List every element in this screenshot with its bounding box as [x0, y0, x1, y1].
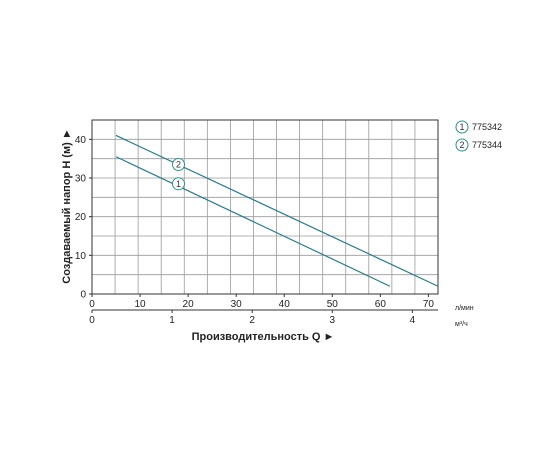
y-tick-label: 0	[80, 290, 86, 301]
chart-legend: 1 775342 2 775344	[455, 120, 502, 152]
x-unit-primary: л/мин	[455, 305, 474, 312]
legend-marker-label: 1	[459, 122, 464, 132]
x-tick-label: 70	[423, 299, 435, 310]
y-axis-label: Создаваемый напор H (м) ►	[61, 128, 73, 283]
x2-tick-label: 3	[329, 315, 335, 326]
series-marker-circle	[172, 177, 185, 191]
x-tick-label: 10	[134, 299, 146, 310]
x-tick-label: 60	[375, 299, 387, 310]
series-line-775344	[115, 134, 439, 287]
series-marker-label: 2	[176, 160, 181, 170]
legend-marker-circle	[455, 120, 469, 134]
y-tick-label: 40	[75, 135, 87, 146]
chart-grid	[91, 119, 439, 295]
x-tick-label: 50	[327, 299, 339, 310]
plot-frame	[91, 119, 439, 295]
legend-entry-label: 775344	[472, 140, 502, 150]
series-marker-label: 1	[176, 179, 181, 189]
x2-tick-label: 4	[410, 315, 416, 326]
chart-series: 12	[115, 134, 439, 287]
legend-marker-label: 2	[459, 140, 464, 150]
legend-marker-circle	[455, 138, 469, 152]
x-axis-label: Производительность Q ►	[192, 331, 335, 343]
y-tick-label: 30	[75, 174, 87, 185]
series-marker-circle	[172, 157, 185, 171]
series-line-775342	[115, 156, 391, 287]
x2-tick-label: 1	[169, 315, 175, 326]
y-tick-label: 20	[75, 212, 87, 223]
x2-tick-label: 0	[89, 315, 95, 326]
x-tick-label: 0	[89, 299, 95, 310]
x-tick-label: 30	[231, 299, 243, 310]
x-tick-label: 40	[279, 299, 291, 310]
x2-tick-label: 2	[249, 315, 255, 326]
x-tick-label: 20	[183, 299, 195, 310]
y-tick-label: 10	[75, 251, 87, 262]
legend-entry-label: 775342	[472, 122, 502, 132]
x-unit-secondary: м³/ч	[455, 321, 468, 328]
